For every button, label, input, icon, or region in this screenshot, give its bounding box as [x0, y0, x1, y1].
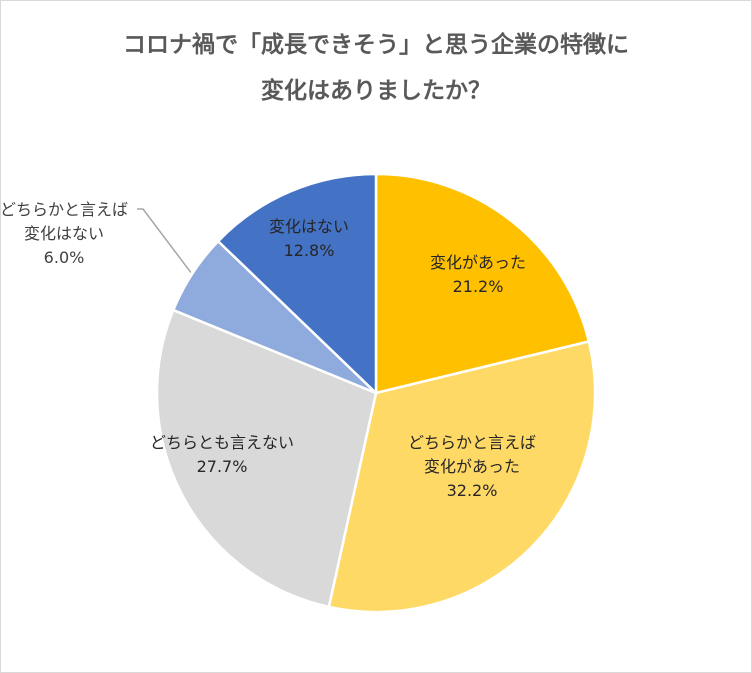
- slice-category-label: 変化があった: [424, 457, 520, 476]
- pie-slice-1: [374, 172, 591, 395]
- slice-label-5: 変化はない 12.8%: [269, 217, 349, 260]
- slice-category-label: どちらかと言えば: [408, 433, 536, 452]
- pie-slice-2: [327, 340, 597, 614]
- slice-category-label: 変化があった: [430, 253, 526, 272]
- slice-category-label: どちらかと言えば: [0, 200, 128, 219]
- slice-labels: 変化があった 21.2%どちらかと言えば変化があった 32.2%どちらとも言えない 2…: [0, 200, 536, 500]
- leader-lines: [137, 208, 192, 273]
- chart-title: コロナ禍で「成長できそう」と思う企業の特徴に 変化はありましたか？: [0, 22, 752, 114]
- slice-label-1: 変化があった 21.2%: [430, 253, 526, 296]
- slice-value-label: 12.8%: [284, 241, 335, 260]
- slice-label-2: どちらかと言えば変化があった 32.2%: [408, 433, 536, 500]
- slice-label-3: どちらとも言えない 27.7%: [150, 433, 294, 476]
- slice-value-label: 32.2%: [447, 481, 498, 500]
- slice-category-label: どちらとも言えない: [150, 433, 294, 452]
- leader-line-4: [137, 208, 192, 273]
- pie-slice-5: [216, 172, 378, 395]
- pie-slices: [155, 172, 597, 614]
- chart-title-line1: コロナ禍で「成長できそう」と思う企業の特徴に: [123, 32, 629, 58]
- slice-category-label: 変化はない: [24, 224, 104, 243]
- slice-label-4: どちらかと言えば変化はない 6.0%: [0, 200, 128, 267]
- slice-value-label: 6.0%: [44, 248, 85, 267]
- pie-slice-3: [155, 308, 378, 609]
- slice-category-label: 変化はない: [269, 217, 349, 236]
- slice-value-label: 21.2%: [453, 277, 504, 296]
- chart-title-line2: 変化はありましたか？: [261, 78, 491, 104]
- slice-value-label: 27.7%: [197, 457, 248, 476]
